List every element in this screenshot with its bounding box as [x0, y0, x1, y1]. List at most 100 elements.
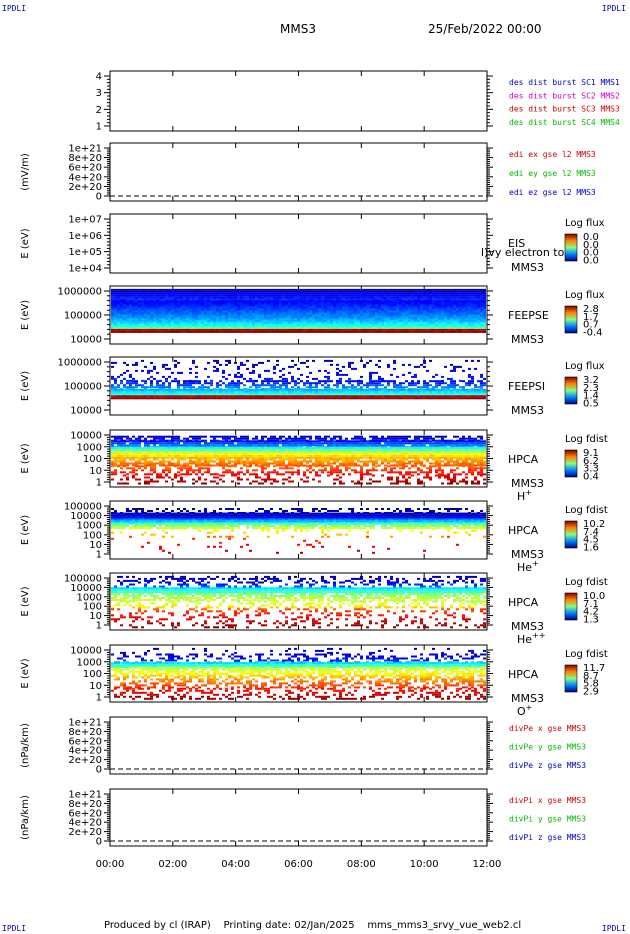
colorbar-value-p9: 5.8	[583, 679, 599, 690]
colorbar-title-p7: Log fdist	[565, 505, 608, 516]
y-tick-label-p8: 10000	[70, 583, 102, 594]
colorbar-value-p7: 1.6	[583, 542, 599, 553]
y-tick-label-p1: 1	[96, 122, 102, 133]
y-axis-label-p5: E (eV)	[20, 371, 31, 401]
legend-entry-p2: edi ey gse l2 MMS3	[509, 169, 596, 178]
y-axis-label-p6: E (eV)	[20, 443, 31, 473]
y-axis-label-p10: (nPa/km)	[20, 723, 31, 768]
colorbar-value-p4: 1.7	[583, 312, 599, 323]
y-tick-label-p3: 1e+04	[68, 264, 102, 275]
spectrogram-p4	[111, 288, 486, 333]
colorbar-value-p8: 1.3	[583, 614, 599, 625]
y-axis-label-p7: E (eV)	[20, 515, 31, 545]
panel-frame-p11	[109, 788, 488, 847]
species-label-p6: H+	[517, 488, 532, 503]
y-tick-label-p11: 8e+20	[68, 799, 102, 810]
y-tick-label-p10: 0	[96, 765, 102, 776]
instrument-label-p7: HPCA	[508, 524, 539, 537]
y-tick-label-p6: 10000	[70, 431, 102, 442]
colorbar-value-p4: -0.4	[583, 327, 603, 338]
y-tick-label-p5: 10000	[70, 406, 102, 417]
panel-p3: 1e+07 1e+06 1e+05 1e+04 E (eV) EIS MMS3 l)vy el…	[20, 213, 565, 275]
spacecraft-label-p9: MMS3	[511, 692, 544, 705]
y-axis-label-p4: E (eV)	[20, 300, 31, 330]
colorbar-p3	[564, 233, 578, 262]
y-tick-label-p2: 1e+21	[68, 144, 102, 155]
legend-entry-p10: divPe x gse MMS3	[509, 724, 586, 733]
y-tick-label-p6: 1	[96, 478, 102, 489]
spacecraft-label-p6: MMS3	[511, 477, 544, 490]
colorbar-value-p4: 2.8	[583, 304, 599, 315]
y-tick-label-p8: 10	[89, 611, 102, 622]
colorbar-value-p6: 3.3	[583, 464, 599, 475]
colorbar-value-p6: 6.2	[583, 456, 599, 467]
colorbar-value-p3: 0.0	[583, 255, 599, 266]
x-tick-label: 00:00	[96, 859, 125, 870]
species-label-p8: He++	[517, 631, 545, 646]
colorbar-value-p5: 2.3	[583, 383, 599, 394]
x-tick-label: 02:00	[158, 859, 187, 870]
y-tick-label-p10: 4e+20	[68, 746, 102, 757]
y-axis-label-p2: (mV/m)	[20, 153, 31, 191]
colorbar-p9	[564, 664, 578, 693]
y-tick-label-p4: 10000	[70, 335, 102, 346]
colorbar-value-p4: 0.7	[583, 320, 599, 331]
spectrogram-p9	[111, 647, 486, 700]
species-charge-p9: +	[526, 703, 533, 712]
legend-entry-p11: divPi z gse MMS3	[509, 833, 586, 842]
y-tick-label-p10: 1e+21	[68, 718, 102, 729]
corner-tag-br: IPDLI	[601, 924, 626, 933]
instrument-label-p8: HPCA	[508, 596, 539, 609]
legend-entry-p1: des dist burst SC1 MMS1	[509, 78, 620, 87]
panel-frame-p10	[109, 716, 488, 775]
colorbar-value-p9: 2.9	[583, 686, 599, 697]
y-tick-label-p9: 10000	[70, 646, 102, 657]
colorbar-value-p6: 0.4	[583, 471, 599, 482]
colorbar-p5	[564, 376, 578, 405]
y-tick-label-p8: 1	[96, 621, 102, 632]
y-tick-label-p2: 4e+20	[68, 172, 102, 183]
spacecraft-label-p7: MMS3	[511, 548, 544, 561]
y-tick-label-p5: 100000	[64, 382, 102, 393]
legend-entry-p1: des dist burst SC3 MMS3	[509, 105, 620, 114]
legend-entry-p2: edi ez gse l2 MMS3	[509, 188, 596, 197]
colorbar-value-p6: 9.1	[583, 448, 599, 459]
y-tick-label-p1: 4	[96, 72, 102, 83]
y-tick-label-p7: 100	[83, 530, 102, 541]
instrument-label-p4: FEEPSE	[508, 309, 549, 322]
colorbar-title-p8: Log fdist	[565, 577, 608, 588]
y-tick-label-p2: 2e+20	[68, 182, 102, 193]
y-tick-label-p2: 8e+20	[68, 153, 102, 164]
corner-tag-tr: IPDLI	[601, 4, 626, 13]
y-tick-label-p7: 100000	[64, 502, 102, 513]
colorbar-value-p9: 11.7	[583, 663, 605, 674]
y-tick-label-p9: 10	[89, 681, 102, 692]
colorbar-value-p7: 10.2	[583, 519, 605, 530]
y-tick-label-p5: 1000000	[57, 358, 102, 369]
y-axis-label-p8: E (eV)	[20, 586, 31, 616]
x-tick-label: 06:00	[284, 859, 313, 870]
y-tick-label-p6: 100	[83, 454, 102, 465]
footer-file: mms_mms3_srvy_vue_web2.cl	[367, 920, 522, 931]
species-charge-p8: ++	[532, 631, 545, 640]
y-tick-label-p4: 1000000	[57, 287, 102, 298]
y-axis-label-p11: (nPa/km)	[20, 795, 31, 840]
spacecraft-label-p5: MMS3	[511, 404, 544, 417]
y-tick-label-p6: 1000	[77, 442, 102, 453]
y-tick-label-p4: 100000	[64, 311, 102, 322]
colorbar-value-p5: 3.2	[583, 375, 599, 386]
spacecraft-label-p4: MMS3	[511, 333, 544, 346]
y-tick-label-p11: 1e+21	[68, 790, 102, 801]
overlay-label-p3: l)vy electron to	[481, 246, 565, 259]
legend-entry-p10: divPe z gse MMS3	[509, 761, 586, 770]
y-tick-label-p3: 1e+05	[68, 247, 102, 258]
colorbar-value-p8: 4.2	[583, 607, 599, 618]
colorbar-p4	[564, 305, 578, 334]
colorbar-value-p8: 10.0	[583, 591, 605, 602]
species-label-p7: He+	[517, 559, 539, 574]
plot-date: 25/Feb/2022 00:00	[428, 22, 542, 36]
y-tick-label-p1: 2	[96, 105, 102, 116]
legend-entry-p11: divPi y gse MMS3	[509, 815, 586, 824]
legend-entry-p1: des dist burst SC2 MMS2	[509, 91, 620, 100]
